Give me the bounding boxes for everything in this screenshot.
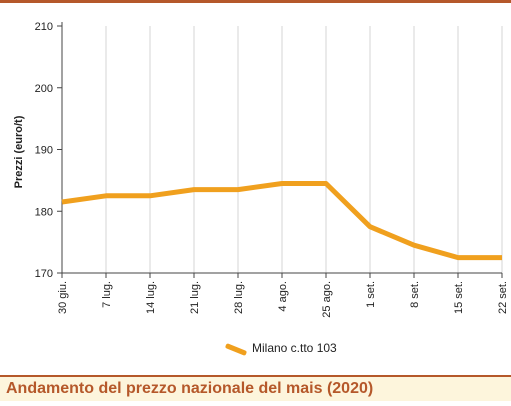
legend-label: Milano c.tto 103: [252, 341, 337, 355]
x-tick-label: 21 lug.: [189, 281, 201, 314]
x-tick-label: 1 set.: [365, 281, 377, 308]
y-tick-label: 180: [35, 206, 53, 218]
x-tick-label: 8 set.: [409, 281, 421, 308]
x-tick-label: 22 set.: [497, 281, 509, 314]
top-rule: [0, 0, 511, 3]
x-tick-label: 14 lug.: [145, 281, 157, 314]
chart-caption: Andamento del prezzo nazionale del mais …: [6, 380, 374, 397]
y-tick-label: 170: [35, 268, 53, 280]
x-tick-label: 7 lug.: [101, 281, 113, 308]
series-layer: [61, 181, 503, 261]
y-tick-label: 200: [35, 83, 53, 95]
x-tick-label: 4 ago.: [277, 281, 289, 312]
legend: Milano c.tto 103: [224, 340, 337, 356]
y-tick-label: 190: [35, 145, 53, 157]
caption-bar: Andamento del prezzo nazionale del mais …: [0, 375, 511, 401]
x-tick-label: 28 lug.: [233, 281, 245, 314]
axis-layer: [57, 22, 503, 278]
line-chart: Prezzi (euro/t) 170 180 190 200 210 30 giu. 7 …: [13, 21, 509, 318]
legend-swatch: [224, 340, 246, 356]
x-tick-label: 25 ago.: [321, 281, 333, 318]
x-tick-label: 15 set.: [453, 281, 465, 314]
grid-layer: [105, 26, 503, 273]
x-tick-label: 30 giu.: [57, 281, 69, 314]
label-layer: 170 180 190 200 210 30 giu. 7 lug. 14 lug. 21 lu…: [35, 21, 509, 318]
y-axis-title: Prezzi (euro/t): [13, 115, 25, 188]
y-tick-label: 210: [35, 21, 53, 33]
